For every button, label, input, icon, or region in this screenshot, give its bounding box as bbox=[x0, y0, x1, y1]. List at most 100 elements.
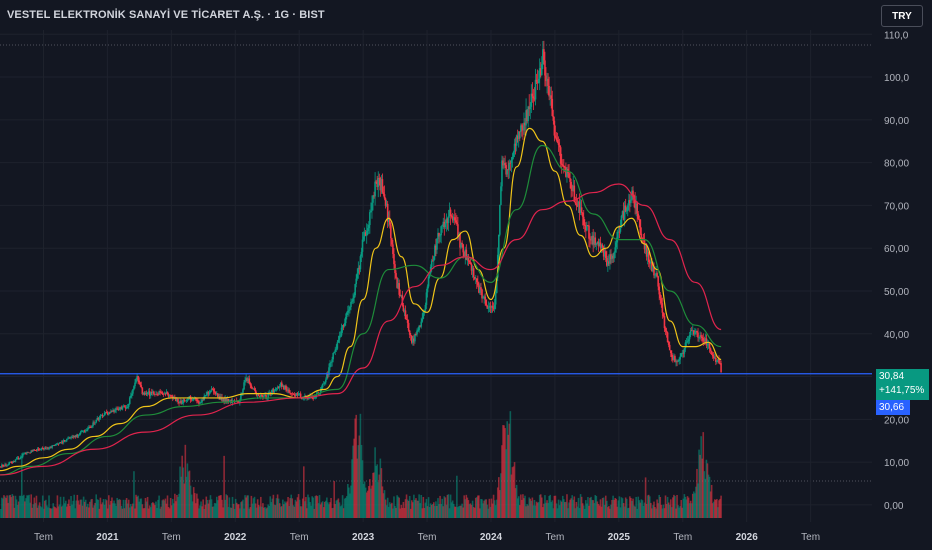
volume-bar bbox=[629, 496, 631, 518]
candle-body bbox=[403, 310, 406, 312]
volume-bar bbox=[709, 491, 712, 518]
candle-body bbox=[57, 443, 60, 445]
volume-bar bbox=[17, 501, 20, 518]
candle-body bbox=[409, 334, 412, 336]
volume-bar bbox=[450, 502, 453, 518]
volume-bar bbox=[550, 502, 553, 518]
volume-bar bbox=[102, 499, 105, 518]
volume-bar bbox=[591, 499, 593, 518]
candle-body bbox=[34, 450, 37, 452]
volume-bar bbox=[384, 499, 387, 518]
volume-bar bbox=[184, 444, 187, 518]
candle-body bbox=[318, 393, 321, 395]
volume-bar bbox=[305, 497, 307, 518]
candle-body bbox=[450, 216, 453, 217]
candle-body bbox=[513, 143, 516, 152]
volume-bar bbox=[59, 496, 62, 518]
candle-body bbox=[648, 262, 651, 264]
candle-body bbox=[78, 434, 81, 435]
volume-bar bbox=[635, 496, 637, 518]
volume-bar bbox=[451, 500, 454, 518]
level-price-badge: 30,66 bbox=[876, 400, 910, 415]
time-axis[interactable]: Tem 2021 Tem 2022 Tem 2023 Tem 2024 Tem 2025 Tem 20… bbox=[34, 532, 820, 543]
candle-body bbox=[663, 316, 666, 329]
candle-body bbox=[97, 417, 100, 420]
volume-bar bbox=[597, 503, 600, 518]
volume-bar bbox=[186, 463, 189, 518]
candle-body bbox=[480, 287, 482, 290]
volume-bar bbox=[249, 507, 252, 518]
candle-body bbox=[293, 394, 296, 395]
volume-bar bbox=[273, 504, 276, 518]
candle-body bbox=[417, 330, 419, 332]
volume-bar bbox=[586, 503, 588, 518]
candle-body bbox=[715, 357, 717, 362]
volume-bar bbox=[254, 503, 257, 518]
candle-body bbox=[683, 348, 686, 354]
volume-bar bbox=[19, 495, 22, 518]
volume-bar bbox=[402, 501, 405, 518]
candle-body bbox=[222, 397, 224, 401]
candle-body bbox=[137, 376, 139, 381]
volume-bar bbox=[127, 499, 130, 518]
x-tick-label: Tem bbox=[545, 532, 564, 543]
volume-bar bbox=[711, 503, 714, 518]
volume-bar bbox=[583, 508, 586, 518]
candle-body bbox=[418, 325, 420, 331]
candle-body bbox=[73, 435, 75, 438]
price-axis[interactable]: 110,0 100,0 90,00 80,00 70,00 60,00 50,00 40,00… bbox=[884, 30, 909, 512]
candle-body bbox=[54, 444, 57, 446]
volume-bar bbox=[357, 445, 360, 518]
volume-bar bbox=[55, 508, 58, 518]
candle-body bbox=[274, 388, 277, 391]
candle-body bbox=[573, 185, 576, 202]
candle-body bbox=[17, 457, 20, 460]
volume-bar bbox=[676, 495, 678, 518]
volume-bar bbox=[170, 505, 173, 518]
candle-body bbox=[0, 466, 2, 468]
candle-body bbox=[298, 393, 301, 395]
volume-bar bbox=[579, 494, 582, 518]
volume-bar bbox=[291, 498, 294, 518]
candle-body bbox=[707, 343, 710, 345]
volume-bar bbox=[189, 485, 192, 518]
volume-bar bbox=[116, 497, 118, 518]
volume-bar bbox=[397, 496, 399, 518]
candle-body bbox=[343, 323, 346, 327]
volume-bar bbox=[585, 500, 587, 518]
currency-button[interactable]: TRY bbox=[881, 5, 923, 27]
candle-body bbox=[128, 397, 131, 404]
candle-body bbox=[327, 374, 329, 376]
candle-body bbox=[379, 178, 382, 191]
volume-bar bbox=[36, 507, 39, 518]
y-tick-label: 50,00 bbox=[884, 287, 909, 298]
candle-body bbox=[495, 277, 498, 294]
volume-bar bbox=[390, 504, 392, 518]
volume-bar bbox=[588, 505, 590, 518]
volume-bar bbox=[202, 499, 204, 518]
candle-body bbox=[68, 437, 70, 439]
volume-bar bbox=[279, 506, 282, 518]
volume-bar bbox=[195, 503, 197, 518]
volume-bar bbox=[177, 496, 179, 518]
volume-bar bbox=[155, 501, 157, 518]
volume-bar bbox=[555, 503, 558, 518]
volume-bar bbox=[618, 496, 621, 518]
volume-bar bbox=[527, 505, 529, 518]
volume-bars bbox=[0, 411, 722, 518]
candle-body bbox=[320, 387, 323, 390]
volume-bar bbox=[11, 494, 14, 518]
volume-bar bbox=[228, 497, 231, 518]
volume-bar bbox=[680, 500, 683, 518]
volume-bar bbox=[568, 502, 570, 518]
volume-bar bbox=[383, 490, 386, 518]
volume-bar bbox=[93, 505, 95, 518]
candle-body bbox=[30, 450, 33, 453]
candle-body bbox=[582, 216, 585, 226]
volume-bar bbox=[237, 504, 240, 518]
candle-body bbox=[449, 209, 452, 217]
volume-bar bbox=[187, 471, 190, 518]
volume-bar bbox=[490, 498, 493, 518]
